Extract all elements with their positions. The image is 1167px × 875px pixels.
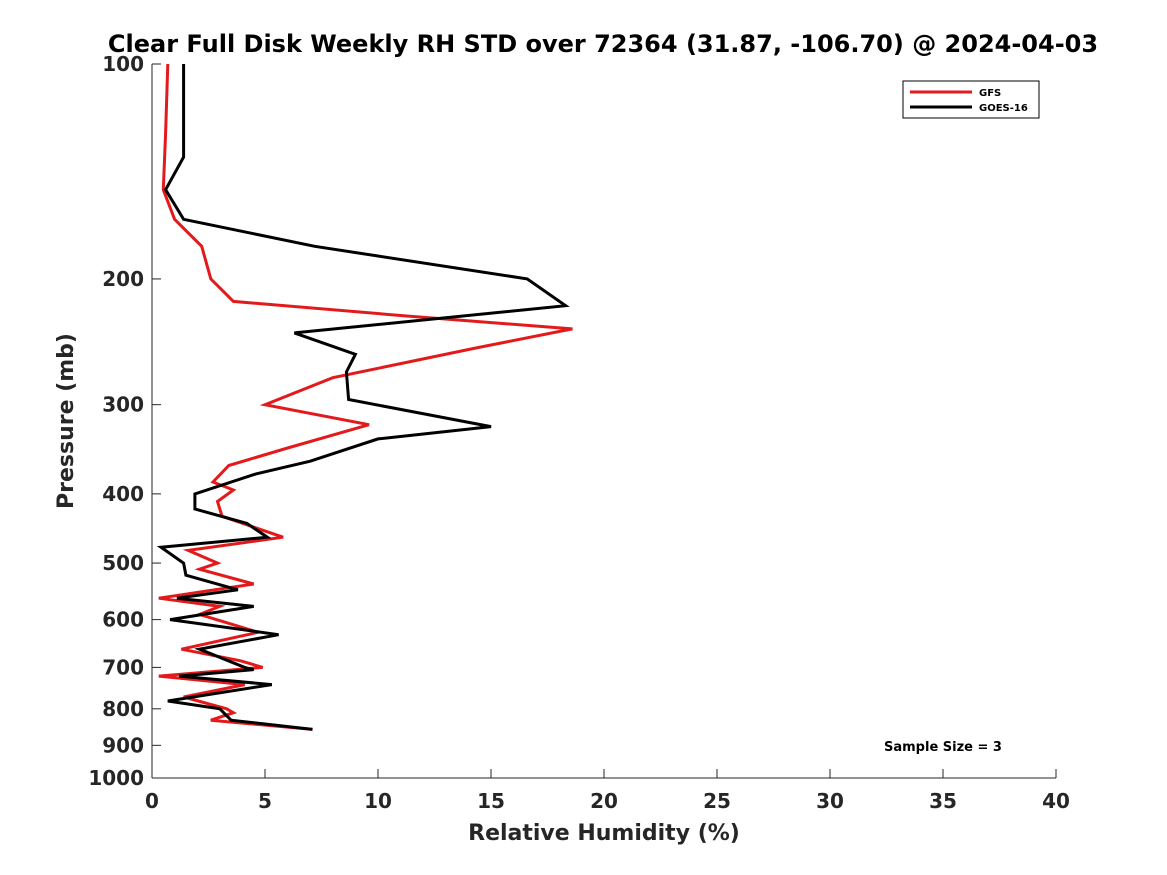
y-tick-label: 600 bbox=[102, 608, 144, 632]
y-tick-label: 200 bbox=[102, 267, 144, 291]
y-ticks: 100 200 300 400 500 600 700 800 900 1000 bbox=[88, 52, 161, 790]
plot-area bbox=[152, 64, 1056, 778]
y-tick-label: 700 bbox=[102, 655, 144, 679]
x-tick-label: 10 bbox=[364, 789, 392, 813]
legend-box bbox=[902, 80, 1040, 119]
y-tick-label: 1000 bbox=[88, 766, 144, 790]
x-ticks: 0 5 10 15 20 25 30 35 40 bbox=[145, 769, 1070, 813]
legend-label-gfs: GFS bbox=[979, 88, 1001, 99]
y-tick-label: 100 bbox=[102, 52, 144, 76]
x-tick-label: 20 bbox=[590, 789, 618, 813]
y-tick-label: 400 bbox=[102, 482, 144, 506]
chart-title: Clear Full Disk Weekly RH STD over 72364… bbox=[108, 30, 1098, 58]
x-tick-label: 40 bbox=[1042, 789, 1070, 813]
x-tick-label: 5 bbox=[258, 789, 272, 813]
legend-label-goes16: GOES-16 bbox=[979, 103, 1028, 114]
x-tick-label: 15 bbox=[477, 789, 505, 813]
y-tick-label: 800 bbox=[102, 697, 144, 721]
y-axis-label: Pressure (mb) bbox=[54, 333, 79, 509]
x-tick-label: 25 bbox=[703, 789, 731, 813]
series-layer bbox=[156, 63, 573, 731]
x-axis-label: Relative Humidity (%) bbox=[468, 821, 740, 846]
y-tick-label: 500 bbox=[102, 551, 144, 575]
legend: GFS GOES-16 bbox=[902, 80, 1040, 119]
x-tick-label: 0 bbox=[145, 789, 159, 813]
sample-size-annotation: Sample Size = 3 bbox=[884, 740, 1002, 755]
series-line-goes16 bbox=[156, 64, 570, 731]
y-tick-label: 300 bbox=[102, 393, 144, 417]
x-tick-label: 35 bbox=[929, 789, 957, 813]
x-tick-label: 30 bbox=[816, 789, 844, 813]
y-tick-label: 900 bbox=[102, 733, 144, 757]
